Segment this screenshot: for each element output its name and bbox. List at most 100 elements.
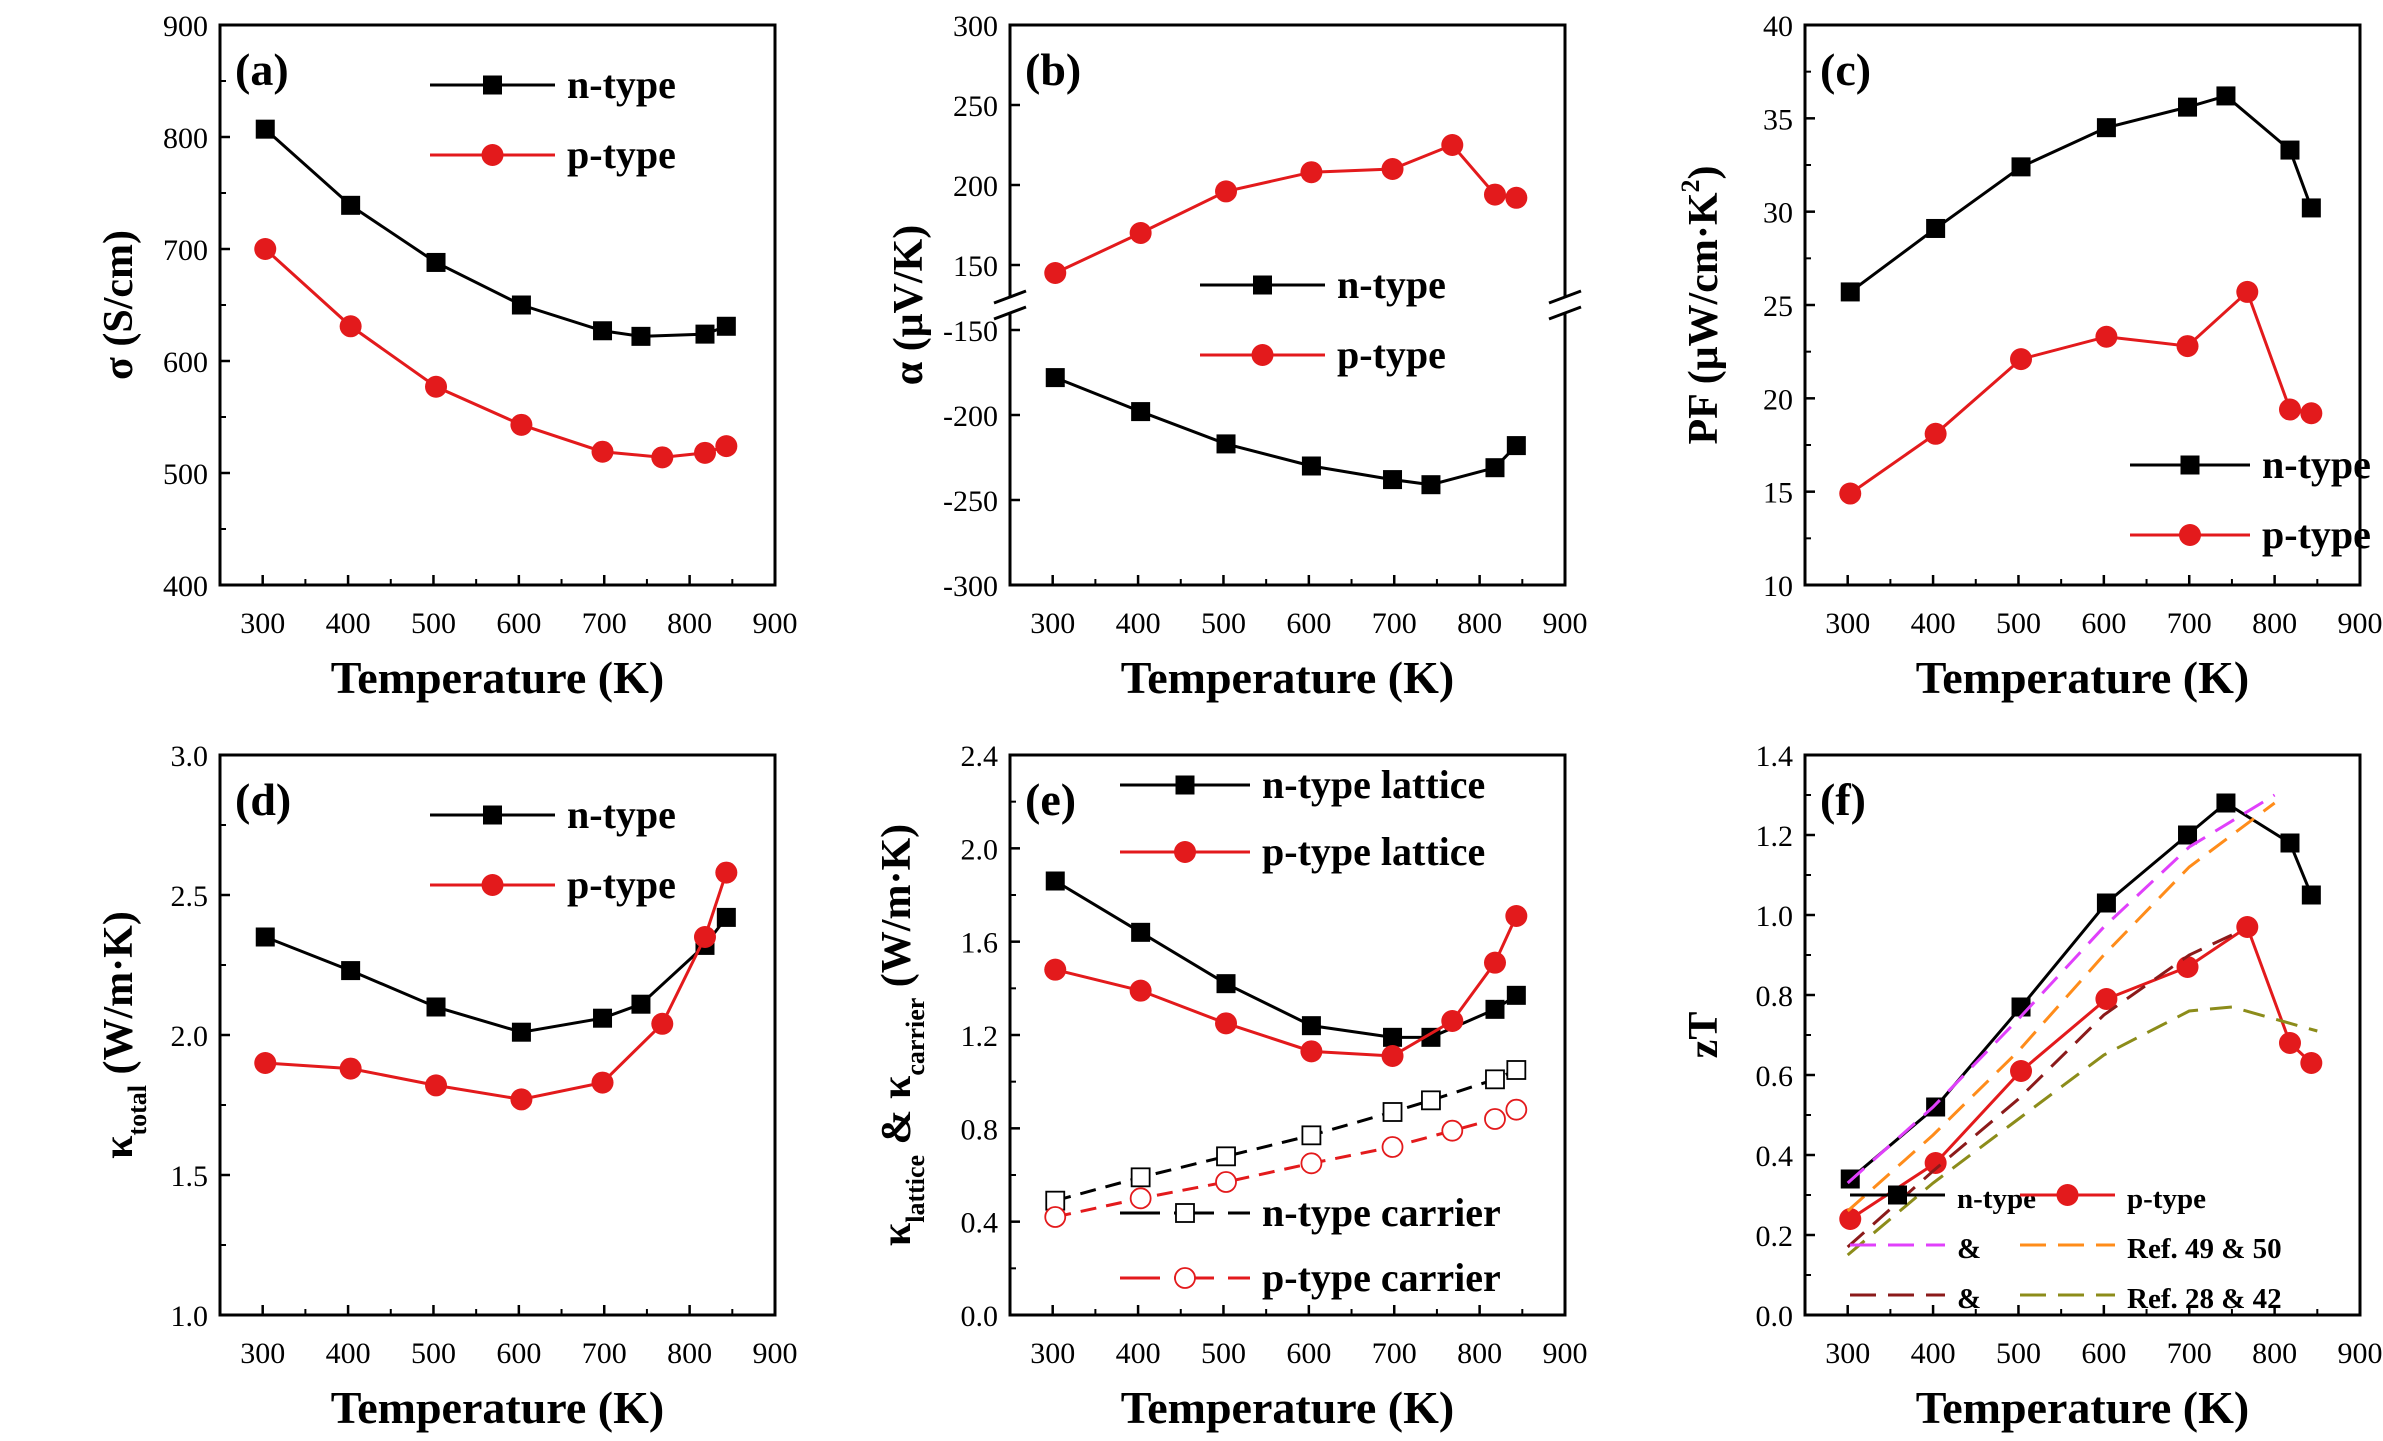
legend-label: & [1957,1283,1981,1315]
legend-label: n-type [567,62,676,107]
data-point [695,324,715,344]
series-line [1054,915,1518,1058]
series-ref-50 [1846,801,2276,1213]
x-tick-label: 600 [2081,607,2126,640]
y-tick-label: -200 [943,400,998,433]
data-point [1129,1187,1152,1210]
legend-marker [483,805,502,825]
y-tick-label: 150 [953,250,998,283]
legend-label: n-type [1957,1183,2036,1215]
data-point [693,926,716,948]
data-point [591,1071,614,1094]
chart-panel-b: 300 400 500 600 700 800 900 Temperature (K) (b) 1… [886,10,1588,703]
data-point [1045,871,1065,891]
data-point [715,435,738,458]
data-point [425,375,448,398]
data-point [1381,1045,1404,1067]
data-point [426,252,446,272]
data-point [716,316,736,336]
data-point [1924,1152,1947,1174]
y-tick-label: 0.6 [1756,1060,1794,1093]
data-point [1382,1102,1403,1122]
legend-label: p-type lattice [1262,829,1485,874]
legend-marker [1174,1267,1196,1289]
data-point [2301,885,2321,905]
panel-label: (c) [1820,44,1871,95]
y-tick-label: 1.0 [1756,900,1794,933]
x-tick-label: 600 [1286,607,1331,640]
legend-label: p-type carrier [1262,1255,1501,1300]
x-axis-label: Temperature (K) [331,652,664,703]
x-tick-label: 900 [1543,1337,1588,1370]
data-point [2216,86,2236,106]
series-line [264,128,727,338]
data-point [1924,422,1947,445]
data-point [1483,183,1506,206]
legend-label: Ref. 49 & 50 [2127,1233,2282,1265]
y-tick-label: 0.0 [1756,1300,1794,1333]
data-point [1129,222,1152,244]
series-line [1054,1068,1517,1203]
data-point [1485,458,1505,478]
data-point [1300,161,1323,184]
data-point [2280,140,2300,160]
data-point [591,440,614,463]
data-point [1216,434,1236,454]
data-point [1045,368,1065,388]
series-line [264,247,727,459]
series-line [1849,801,2313,1181]
y-tick-label: 700 [163,234,208,267]
legend-marker [481,874,504,896]
series-line [1846,1005,2318,1257]
x-tick-label: 900 [1543,607,1588,640]
data-point [1383,1027,1403,1047]
data-point [339,1057,362,1080]
series-p-type [1839,280,2323,505]
data-point [1044,958,1067,981]
panel-label: (a) [235,44,289,95]
y-tick-label: -300 [943,570,998,603]
legend-label: p-type [2127,1183,2206,1215]
data-point [1381,1136,1404,1158]
x-tick-label: 400 [1911,607,1956,640]
data-point [1505,905,1528,927]
data-point [1506,1060,1527,1080]
data-point [1441,1119,1464,1142]
data-point [341,195,361,215]
data-point [2178,825,2198,845]
y-tick-label: 400 [163,570,208,603]
x-tick-label: 500 [411,1337,456,1370]
data-point [1044,1206,1067,1228]
x-tick-label: 600 [496,1337,541,1370]
y-tick-label: 0.4 [961,1207,999,1240]
data-point [511,295,531,315]
x-tick-label: 800 [1457,1337,1502,1370]
chart-panel-d: 300 400 500 600 700 800 900 1.0 1.5 2.0 2.5 3.0 Temp… [96,740,798,1433]
legend: n-type p-type [430,62,676,177]
y-tick-label: 1.2 [961,1020,999,1053]
y-axis-label: σ (S/cm) [96,230,142,380]
x-tick-label: 800 [1457,607,1502,640]
axis-break-mark [1548,305,1582,321]
x-tick-label: 400 [1116,1337,1161,1370]
y-tick-label: 1.4 [1756,740,1794,773]
series-p-type [254,238,738,469]
legend-label: n-type [567,792,676,837]
chart-panel-e: 300 400 500 600 700 800 900 0.0 0.4 0.8 1.2 1.6 2.0 2… [874,740,1588,1433]
data-point [1506,985,1526,1005]
x-tick-label: 800 [667,607,712,640]
data-point [510,1088,533,1111]
y-axis-label: κtotal (W/m·K) [96,911,152,1159]
data-point [1044,262,1067,284]
x-tick-label: 400 [1911,1337,1956,1370]
x-tick-label: 700 [582,607,627,640]
data-point [631,326,651,346]
x-tick-label: 500 [411,607,456,640]
plot-frame [1008,23,1567,587]
legend-marker [2180,455,2200,475]
x-tick-label: 500 [1996,1337,2041,1370]
data-point [2095,325,2118,348]
y-axis-label-part: κ [874,1222,920,1246]
data-point [426,997,446,1017]
